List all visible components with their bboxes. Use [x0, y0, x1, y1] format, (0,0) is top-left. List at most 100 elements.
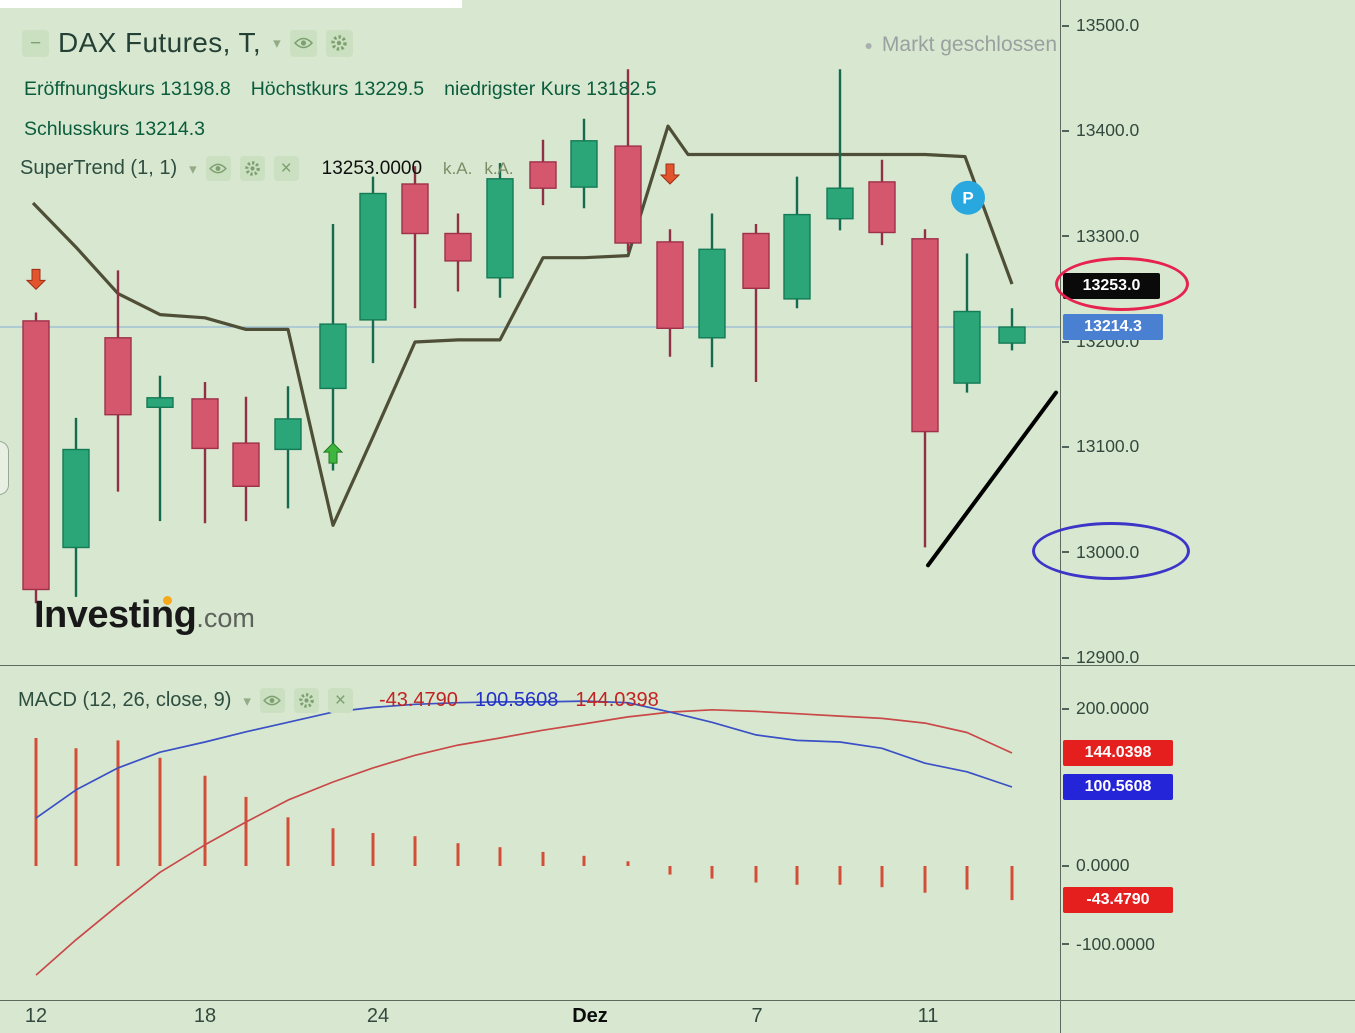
p-badge-icon[interactable] — [951, 180, 985, 215]
sell-signal-arrow-icon — [659, 163, 681, 185]
symbol-title[interactable]: DAX Futures, T, — [58, 27, 262, 58]
candle-body — [826, 187, 854, 220]
collapse-icon[interactable]: − — [22, 29, 49, 57]
chevron-down-icon[interactable]: ▾ — [273, 35, 281, 52]
macd-legend-row: MACD (12, 26, close, 9) ▾ × -43.4790 100.… — [18, 688, 659, 713]
candle-body — [911, 238, 939, 433]
time-axis[interactable]: 12 18 24 Dez 7 11 — [0, 1000, 1060, 1033]
p-badge-label: P — [962, 189, 973, 208]
tick-dash-icon — [1062, 235, 1069, 238]
price-axis-tick: 13500.0 — [1062, 15, 1139, 36]
macd-label[interactable]: MACD (12, 26, close, 9) — [18, 689, 232, 711]
candle-body — [529, 161, 557, 189]
candle-body — [614, 145, 642, 244]
supertrend-extras: k.A. k.A. — [431, 159, 514, 179]
close-glyph: × — [334, 690, 346, 711]
candle-body — [868, 181, 896, 234]
buy-signal-arrow-icon — [322, 442, 344, 464]
candle-body — [486, 178, 514, 279]
price-axis-tick: 13400.0 — [1062, 120, 1139, 141]
supertrend-line — [31, 124, 1014, 527]
candle-body — [104, 337, 132, 416]
tick-dash-icon — [1062, 864, 1069, 867]
price-axis-tick: 13300.0 — [1062, 226, 1139, 247]
sell-signal-arrow-icon — [25, 268, 47, 291]
gear-icon[interactable] — [293, 688, 319, 713]
last-price-tag: 13214.3 — [1063, 313, 1163, 340]
candle-body — [444, 232, 472, 262]
price-axis-tick: 13100.0 — [1062, 436, 1139, 457]
macd-axis-tick: 200.0000 — [1062, 698, 1149, 719]
close-icon[interactable]: × — [273, 156, 299, 181]
eye-icon[interactable] — [259, 688, 285, 713]
chevron-down-icon[interactable]: ▾ — [243, 692, 251, 710]
investing-logo: Investing.com — [34, 594, 255, 637]
market-status-text: Markt geschlossen — [881, 33, 1057, 56]
candle-body — [232, 442, 260, 488]
close-icon[interactable]: × — [327, 688, 353, 713]
supertrend-price-tag: 13253.0 — [1063, 273, 1160, 300]
time-axis-label: 24 — [366, 1005, 390, 1027]
ohlc-field: niedrigster Kurs 13182.5 — [444, 78, 657, 100]
tick-dash-icon — [1062, 445, 1069, 448]
price-axis-tick: 13200.0 — [1062, 331, 1139, 352]
time-axis-label: Dez — [572, 1005, 608, 1027]
supertrend-label[interactable]: SuperTrend (1, 1) — [20, 157, 178, 179]
supertrend-extra-value: k.A. — [484, 158, 514, 178]
axis-vertical-border — [1060, 0, 1061, 1033]
tick-dash-icon — [1062, 129, 1069, 132]
candle-body — [998, 326, 1026, 344]
status-dot-icon: ● — [864, 37, 873, 53]
drawn-trendline[interactable] — [926, 390, 1058, 568]
candle-body — [953, 310, 981, 384]
tick-dash-icon — [1062, 656, 1069, 659]
time-axis-label: 18 — [193, 1005, 217, 1027]
candle-body — [191, 398, 219, 450]
time-axis-label: 12 — [24, 1005, 48, 1027]
chart-canvas[interactable]: P — [0, 0, 1060, 1000]
macd-axis-tick: -100.0000 — [1062, 934, 1155, 955]
macd-header-value: 100.5608 — [474, 689, 559, 711]
candle-body — [401, 183, 429, 235]
macd-signal-line — [35, 708, 1013, 976]
candle-body — [274, 418, 302, 451]
macd-header-value: 144.0398 — [575, 689, 659, 711]
close-glyph: × — [280, 158, 292, 179]
logo-suffix: .com — [196, 603, 255, 633]
macd-header-value: -43.4790 — [378, 689, 458, 711]
price-axis-tick: 13000.0 — [1062, 542, 1139, 563]
macd-line — [35, 700, 1013, 819]
tick-dash-icon — [1062, 707, 1069, 710]
panel-separator[interactable] — [0, 665, 1355, 666]
chevron-down-icon[interactable]: ▾ — [189, 160, 197, 178]
eye-icon[interactable] — [205, 156, 231, 181]
macd-line-value-tag: 100.5608 — [1063, 774, 1173, 801]
market-status: ● Markt geschlossen — [864, 33, 1057, 57]
side-toolbar-handle[interactable] — [0, 441, 9, 495]
candle-body — [656, 241, 684, 329]
supertrend-extra-value: k.A. — [443, 158, 473, 178]
gear-icon[interactable] — [325, 29, 353, 57]
macd-axis-tick: 0.0000 — [1062, 855, 1130, 876]
time-axis-label: 7 — [751, 1005, 763, 1027]
top-margin-strip — [0, 0, 462, 8]
eye-icon[interactable] — [289, 29, 317, 57]
chart-legend-row: − DAX Futures, T, ▾ — [22, 27, 353, 59]
tick-dash-icon — [1062, 943, 1069, 945]
gear-icon[interactable] — [239, 156, 265, 181]
candle-body — [62, 448, 90, 549]
candle-body — [698, 248, 726, 339]
time-axis-border — [0, 1000, 1355, 1001]
candle-body — [359, 192, 387, 321]
candle-body — [22, 320, 50, 591]
time-axis-label: 11 — [917, 1005, 939, 1027]
candle-body — [570, 140, 598, 188]
ohlc-field: Schlusskurs 13214.3 — [24, 118, 206, 140]
candle-body — [742, 232, 770, 289]
tick-dash-icon — [1062, 24, 1069, 27]
collapse-glyph: − — [29, 32, 42, 54]
macd-values: -43.4790 100.5608 144.0398 — [362, 689, 659, 712]
macd-signal-value-tag: 144.0398 — [1063, 739, 1173, 766]
ohlc-row-1: Eröffnungskurs 13198.8 Höchstkurs 13229.5… — [24, 78, 677, 101]
